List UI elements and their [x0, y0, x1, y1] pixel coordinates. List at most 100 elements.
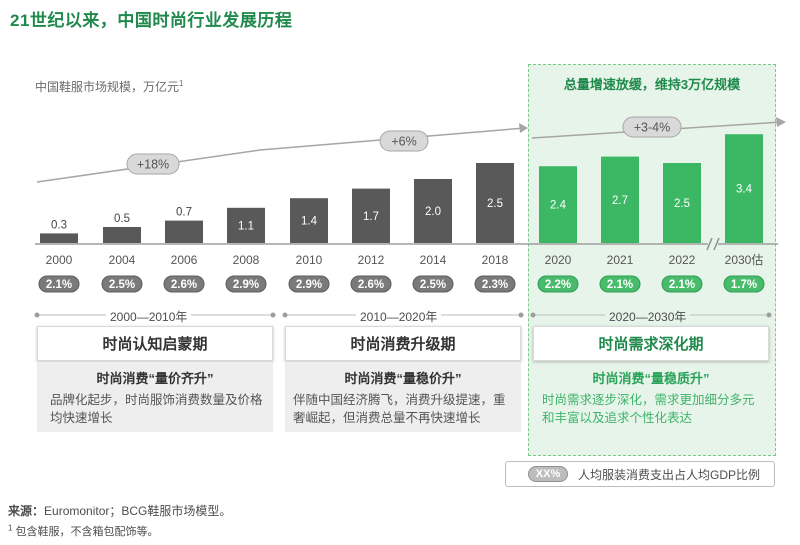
growth-pill-label-1: +18%: [137, 158, 169, 172]
gdp-share-label-2004: 2.5%: [109, 279, 135, 291]
axis-break-mark-2: [713, 237, 720, 251]
x-tick-label-2010: 2010: [296, 253, 323, 267]
x-tick-label-2014: 2014: [420, 253, 447, 267]
growth-pill-2: [379, 130, 429, 152]
bar-value-label-2000: 0.3: [51, 219, 67, 231]
gdp-share-pill-2021: [599, 275, 641, 293]
gdp-share-label-2008: 2.9%: [233, 279, 259, 291]
gdp-share-pill-2000: [38, 275, 80, 293]
bar-value-label-2014: 2.0: [425, 206, 441, 218]
bar-2000: [40, 233, 78, 243]
gdp-share-pill-2010: [288, 275, 330, 293]
y-axis-label-text: 中国鞋服市场规模，万亿元: [35, 80, 180, 94]
growth-pill-1: [126, 153, 180, 175]
x-tick-label-2004: 2004: [109, 253, 136, 267]
gdp-share-pill-2020: [537, 275, 579, 293]
bar-value-label-2012: 1.7: [363, 211, 379, 223]
gdp-share-pill-2014: [412, 275, 454, 293]
gdp-share-pill-2012: [350, 275, 392, 293]
gdp-share-pill-2006: [163, 275, 205, 293]
era-subtitle-2: 时尚消费“量稳价升”: [344, 371, 462, 386]
gdp-share-label-2000: 2.1%: [46, 279, 72, 291]
era-divider-dot-right-2: [518, 312, 524, 318]
gdp-share-pill-2018: [474, 275, 516, 293]
era-divider-dot-left-3: [530, 312, 536, 318]
era-subtitle-3: 时尚消费“量稳质升”: [592, 371, 710, 386]
era-period-2: 2010—2020年: [356, 308, 442, 325]
bar-value-label-2020: 2.4: [550, 200, 567, 212]
x-tick-label-2022: 2022: [669, 253, 696, 267]
bar-value-label-2022: 2.5: [674, 198, 690, 210]
bar-2004: [103, 227, 141, 243]
legend: XX% 人均服装消费支出占人均GDP比例: [505, 461, 775, 487]
era-background-1: [37, 362, 273, 432]
x-tick-label-2020: 2020: [545, 253, 572, 267]
x-tick-label-2030估: 2030估: [725, 253, 764, 267]
bar-2022: [663, 163, 701, 243]
era-divider-dot-right-3: [766, 312, 772, 318]
era-name-3: 时尚需求深化期: [533, 326, 769, 361]
growth-trend-line: [36, 127, 526, 183]
bar-2020: [539, 166, 577, 243]
gdp-share-label-2010: 2.9%: [296, 279, 322, 291]
x-tick-label-2006: 2006: [171, 253, 198, 267]
bar-2030估: [725, 134, 763, 243]
bar-value-label-2010: 1.4: [301, 216, 318, 228]
x-tick-label-2012: 2012: [358, 253, 385, 267]
era-period-3: 2020—2030年: [605, 308, 691, 325]
x-tick-label-2021: 2021: [607, 253, 634, 267]
bar-value-label-2008: 1.1: [238, 220, 254, 232]
source-text: Euromonitor；BCG鞋服市场模型。: [44, 504, 232, 518]
era-subtitle-1: 时尚消费“量价齐升”: [96, 371, 214, 386]
bar-2008: [227, 207, 265, 243]
source-label: 来源：: [8, 504, 45, 518]
bar-value-label-2030估: 3.4: [736, 184, 753, 196]
gdp-share-label-2021: 2.1%: [607, 279, 633, 291]
x-tick-label-2018: 2018: [482, 253, 509, 267]
growth-trend-arrowhead: [519, 123, 528, 133]
bar-2010: [290, 198, 328, 243]
bar-value-label-2021: 2.7: [612, 195, 628, 207]
gdp-share-pill-2008: [225, 275, 267, 293]
era-name-2: 时尚消费升级期: [285, 326, 521, 361]
era-divider-dot-left-2: [282, 312, 288, 318]
gdp-share-label-2006: 2.6%: [171, 279, 197, 291]
bar-2012: [352, 188, 390, 243]
gdp-share-label-2022: 2.1%: [669, 279, 695, 291]
bar-value-label-2004: 0.5: [114, 213, 130, 225]
era-description-3: 时尚需求逐步深化，需求更加细分多元和丰富以及追求个性化表达: [542, 393, 755, 425]
panel-heading: 总量增速放缓，维持3万亿规模: [563, 77, 741, 92]
footnote-marker: 1: [8, 523, 13, 533]
gdp-share-label-2030估: 1.7%: [731, 279, 757, 291]
gdp-share-label-2012: 2.6%: [358, 279, 384, 291]
y-axis-label: 中国鞋服市场规模，万亿元1: [35, 78, 183, 95]
growth-pill-label-2: +6%: [391, 135, 416, 149]
page-title: 21世纪以来，中国时尚行业发展历程: [10, 11, 293, 30]
era-period-1: 2000—2010年: [106, 308, 192, 325]
bar-value-label-2018: 2.5: [487, 198, 503, 210]
gdp-share-pill-2030估: [723, 275, 765, 293]
bar-2014: [414, 179, 452, 243]
era-description-2: 伴随中国经济腾飞，消费升级提速，重奢崛起，但消费总量不再快速增长: [293, 393, 506, 425]
x-tick-label-2000: 2000: [46, 253, 73, 267]
era-name-1: 时尚认知启蒙期: [37, 326, 273, 361]
era-background-2: [285, 362, 521, 432]
bar-2018: [476, 163, 514, 243]
gdp-share-pill-2004: [101, 275, 143, 293]
gdp-share-label-2018: 2.3%: [482, 279, 508, 291]
growth-trend-arrowhead-future: [776, 117, 786, 127]
bar-value-label-2006: 0.7: [176, 207, 192, 219]
era-description-1: 品牌化起步，时尚服饰消费数量及价格均快速增长: [50, 393, 263, 425]
footnote-text: 包含鞋服，不含箱包配饰等。: [15, 526, 159, 538]
bar-2021: [601, 156, 639, 243]
gdp-share-label-2020: 2.2%: [545, 279, 571, 291]
footnote: 1 包含鞋服，不含箱包配饰等。: [8, 523, 159, 539]
legend-text: 人均服装消费支出占人均GDP比例: [578, 467, 761, 482]
gdp-share-pill-2022: [661, 275, 703, 293]
x-tick-label-2008: 2008: [233, 253, 260, 267]
y-axis-footnote-marker: 1: [179, 79, 184, 88]
growth-pill-3: [622, 116, 682, 138]
axis-break-mark-1: [706, 237, 713, 251]
gdp-share-label-2014: 2.5%: [420, 279, 446, 291]
